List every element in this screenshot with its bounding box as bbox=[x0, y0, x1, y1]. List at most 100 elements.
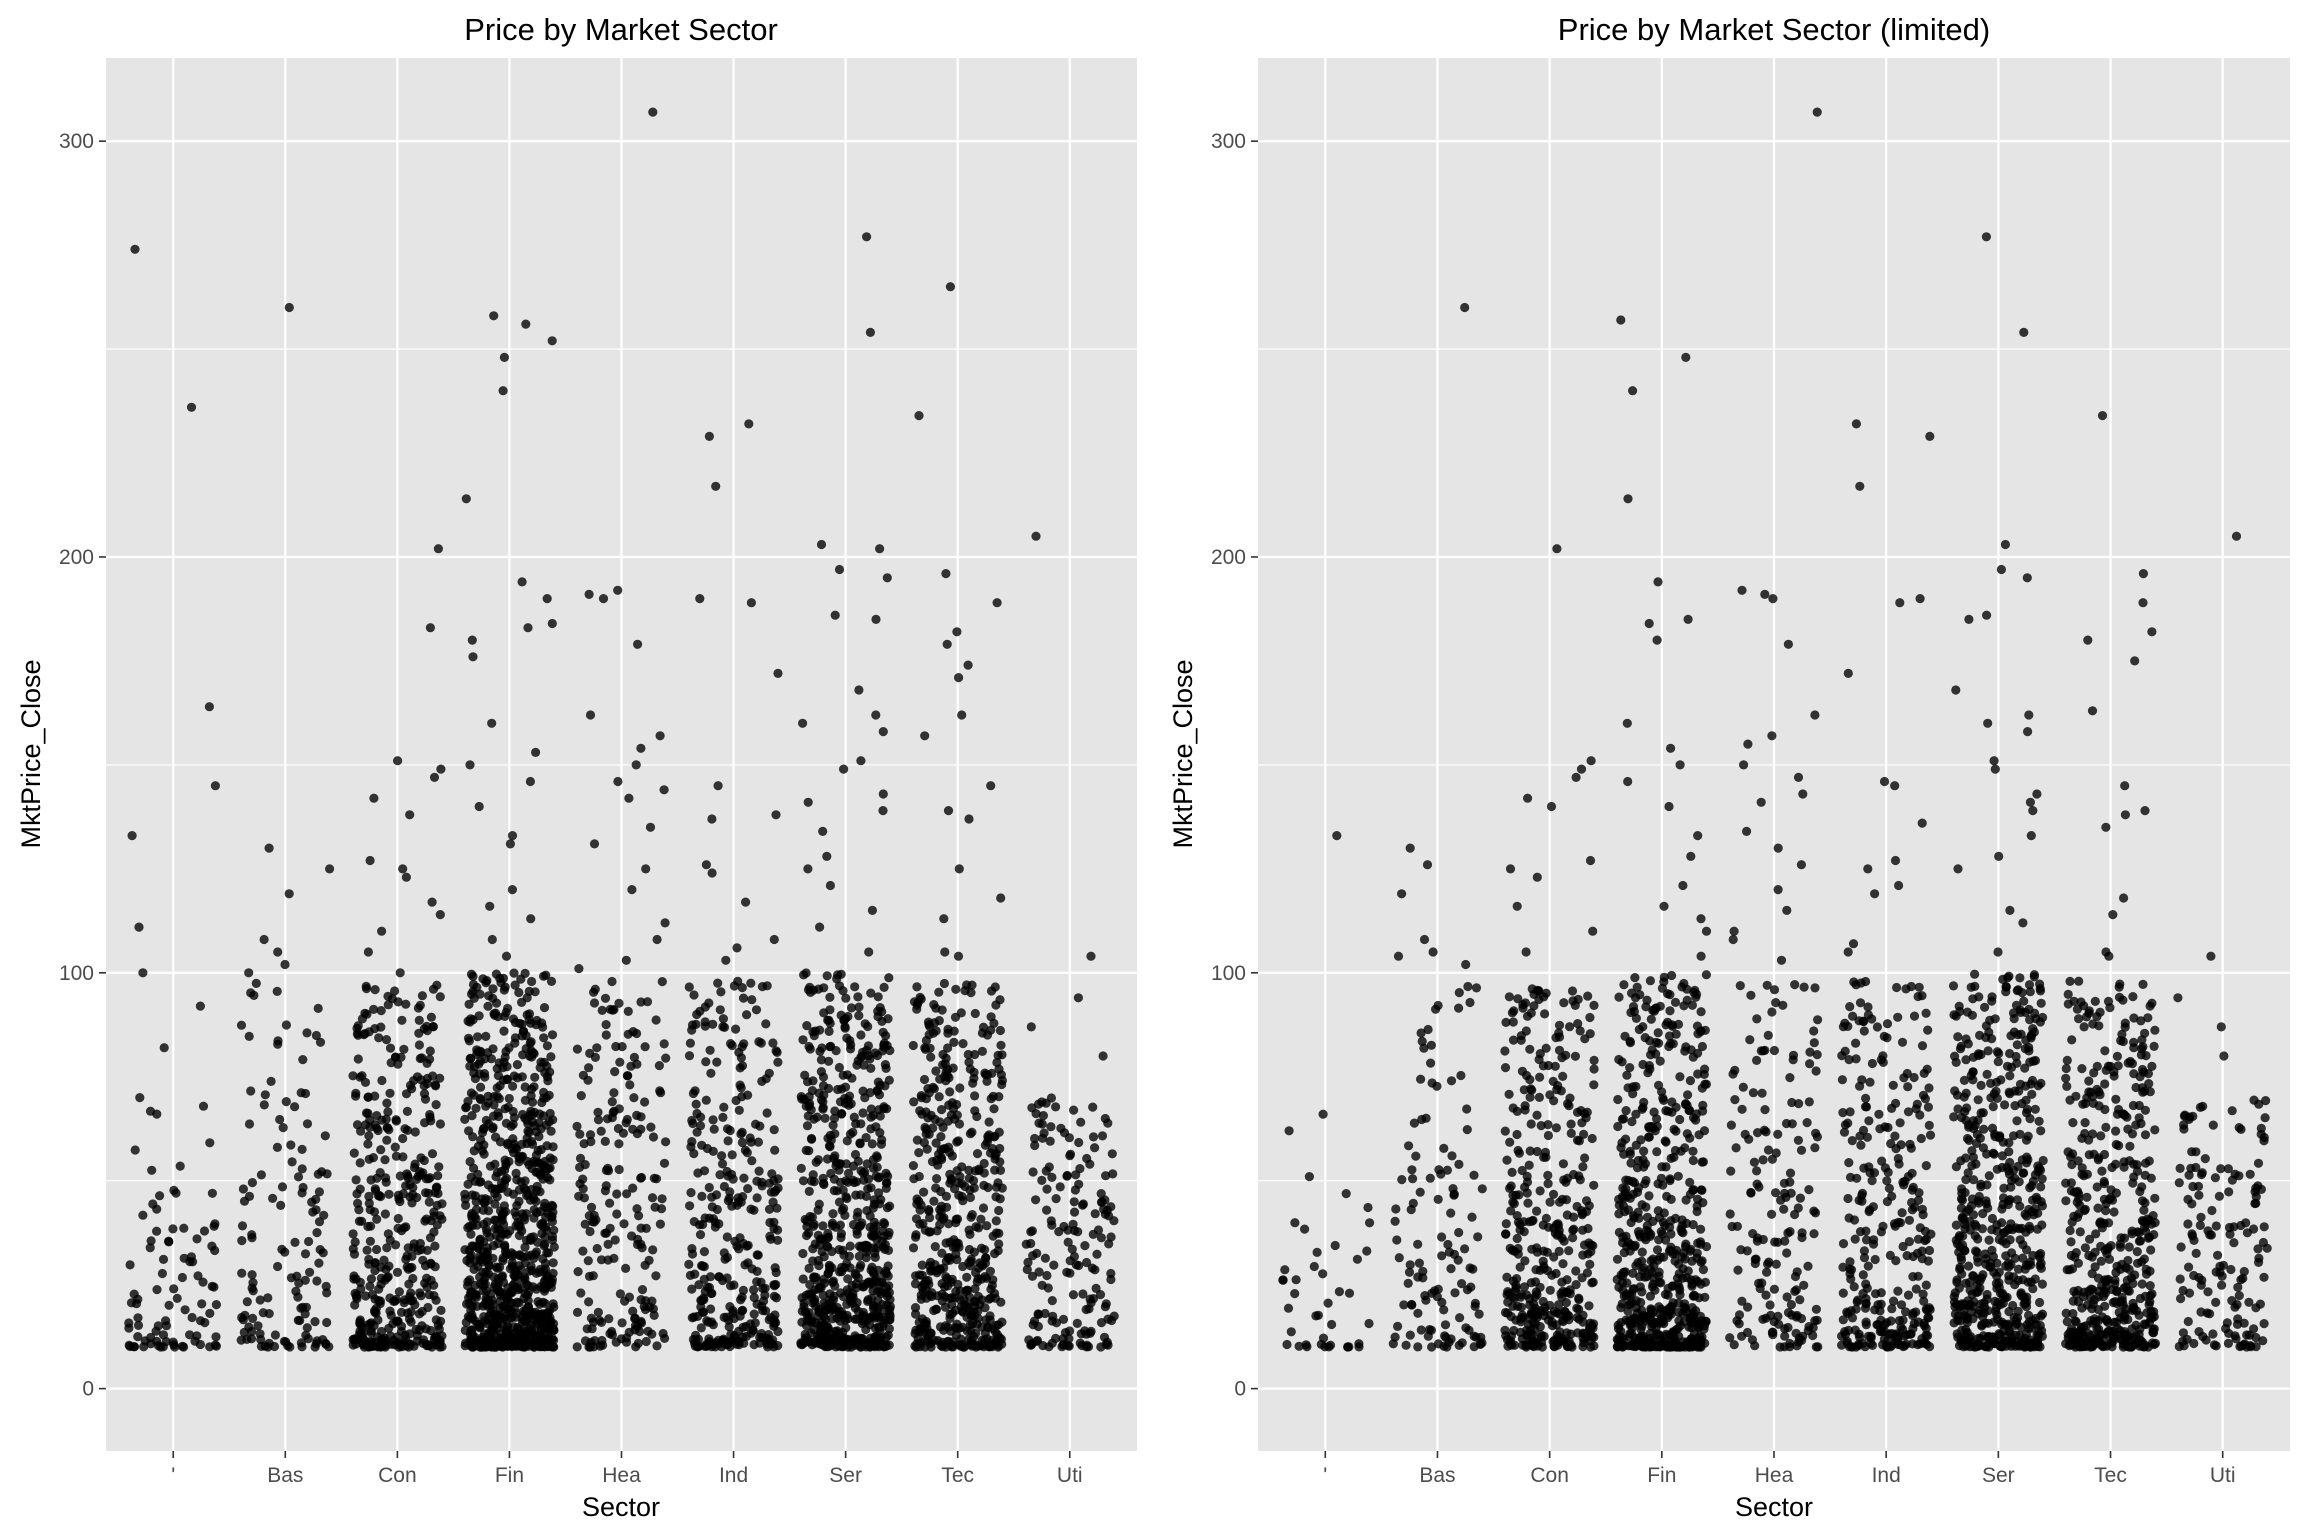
data-point bbox=[922, 1323, 932, 1333]
data-point bbox=[954, 864, 964, 874]
data-point bbox=[1653, 1255, 1663, 1265]
data-point bbox=[940, 1071, 950, 1081]
data-point bbox=[406, 1307, 416, 1317]
data-point bbox=[505, 1226, 515, 1236]
data-point bbox=[1417, 1036, 1427, 1046]
data-point bbox=[873, 1077, 884, 1087]
data-point bbox=[255, 1329, 265, 1339]
data-point bbox=[2018, 918, 2028, 928]
data-point bbox=[624, 1327, 634, 1337]
data-point bbox=[427, 897, 437, 907]
data-point bbox=[1643, 1068, 1653, 1078]
data-point bbox=[1505, 1137, 1515, 1147]
data-point bbox=[1586, 1336, 1596, 1346]
data-point bbox=[1700, 1064, 1710, 1074]
data-point bbox=[1422, 860, 1433, 870]
data-point bbox=[932, 1174, 942, 1184]
data-point bbox=[694, 1280, 704, 1290]
data-point bbox=[1577, 1210, 1587, 1220]
data-point bbox=[1454, 1227, 1464, 1238]
data-point bbox=[2025, 797, 2035, 807]
data-point bbox=[716, 987, 726, 997]
data-point bbox=[861, 1324, 871, 1335]
data-point bbox=[1737, 1104, 1747, 1114]
data-point bbox=[537, 1097, 547, 1108]
data-point bbox=[414, 1015, 424, 1025]
data-point bbox=[988, 1275, 998, 1285]
data-point bbox=[719, 1248, 729, 1258]
data-point bbox=[705, 1045, 715, 1055]
data-point bbox=[1406, 1205, 1416, 1215]
data-point bbox=[1509, 1006, 1519, 1016]
data-point bbox=[1558, 1159, 1568, 1169]
gridlines bbox=[106, 58, 1137, 1451]
data-point bbox=[617, 1042, 627, 1052]
data-point bbox=[742, 1241, 752, 1251]
x-tick-label: Con bbox=[378, 1464, 417, 1487]
data-point bbox=[1743, 739, 1753, 749]
data-point bbox=[2024, 710, 2034, 720]
data-point bbox=[348, 1071, 358, 1081]
data-point bbox=[880, 1060, 891, 1070]
data-point bbox=[1996, 564, 2006, 575]
data-point bbox=[1065, 1151, 1075, 1161]
data-point bbox=[466, 969, 477, 979]
data-point bbox=[711, 1190, 722, 1200]
data-point bbox=[696, 1112, 706, 1122]
data-point bbox=[936, 1145, 946, 1155]
data-point bbox=[751, 1005, 762, 1015]
data-point bbox=[1085, 1294, 1095, 1304]
data-point bbox=[1810, 1143, 1820, 1153]
data-point bbox=[1644, 1191, 1654, 1201]
data-point bbox=[298, 1302, 308, 1312]
data-point bbox=[478, 1205, 488, 1215]
data-point bbox=[532, 1338, 542, 1348]
data-point bbox=[1040, 1308, 1050, 1319]
data-point bbox=[846, 1099, 856, 1109]
data-point bbox=[986, 1025, 996, 1035]
data-point bbox=[632, 1028, 642, 1039]
data-point bbox=[1811, 1128, 1821, 1138]
data-point bbox=[764, 1068, 774, 1078]
data-point bbox=[275, 1114, 285, 1125]
data-point bbox=[1454, 988, 1464, 998]
data-point bbox=[818, 1173, 828, 1183]
data-point bbox=[535, 1264, 545, 1275]
data-point bbox=[1749, 1157, 1759, 1167]
data-point bbox=[1640, 1033, 1650, 1043]
data-point bbox=[351, 1175, 361, 1185]
data-point bbox=[1571, 772, 1581, 783]
data-point bbox=[365, 855, 375, 866]
data-point bbox=[1059, 1221, 1069, 1232]
data-point bbox=[1407, 1300, 1417, 1310]
data-point bbox=[1674, 1331, 1684, 1341]
data-point bbox=[830, 1129, 840, 1139]
data-point bbox=[1555, 1333, 1565, 1343]
data-point bbox=[1757, 1088, 1767, 1098]
data-point bbox=[849, 1177, 859, 1188]
data-point bbox=[835, 1220, 846, 1230]
data-point bbox=[752, 1266, 762, 1276]
data-point bbox=[976, 1214, 986, 1224]
data-point bbox=[878, 806, 888, 816]
data-point bbox=[435, 1338, 445, 1348]
data-point bbox=[949, 1026, 959, 1036]
data-point bbox=[393, 756, 403, 766]
data-point bbox=[769, 934, 779, 945]
data-point bbox=[614, 1139, 624, 1149]
data-point bbox=[1570, 1051, 1580, 1061]
data-point bbox=[504, 1043, 514, 1053]
data-point bbox=[1700, 1292, 1710, 1302]
data-point bbox=[1543, 1179, 1553, 1189]
data-point bbox=[314, 1187, 324, 1197]
data-point bbox=[1660, 1136, 1670, 1146]
data-point bbox=[607, 1326, 617, 1337]
data-point bbox=[1685, 1076, 1695, 1086]
data-point bbox=[928, 1123, 938, 1133]
data-point bbox=[585, 1226, 595, 1237]
data-point bbox=[954, 673, 964, 683]
data-point bbox=[164, 1300, 174, 1310]
data-point bbox=[526, 1106, 536, 1116]
data-point bbox=[501, 951, 512, 961]
data-point bbox=[743, 1184, 753, 1194]
